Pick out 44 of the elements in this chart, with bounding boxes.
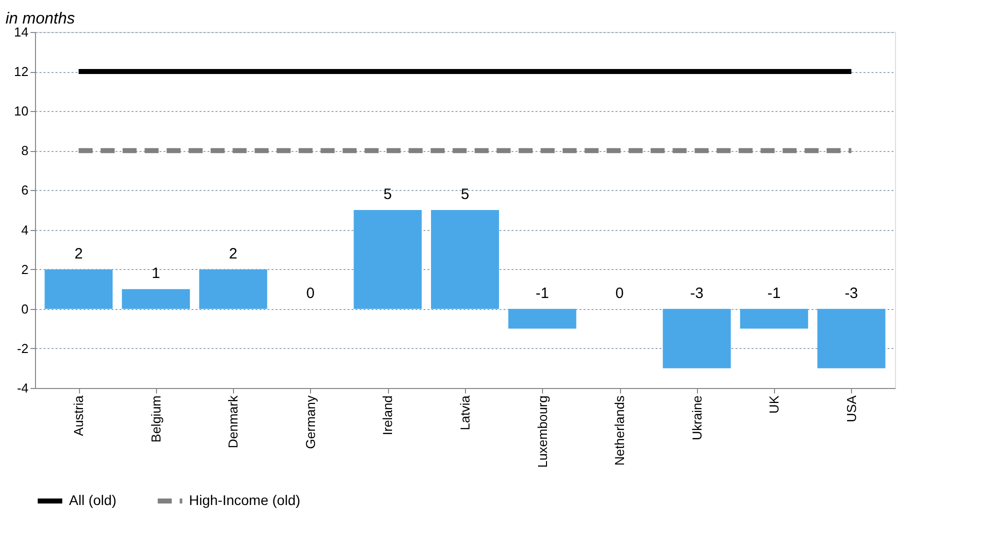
x-tick-label: Austria — [71, 394, 86, 436]
data-label: 0 — [306, 284, 315, 302]
bar — [662, 308, 731, 368]
data-label: 1 — [152, 265, 160, 282]
bar — [199, 269, 268, 309]
y-tick-label: 2 — [21, 262, 28, 277]
data-label: 2 — [229, 245, 238, 262]
data-label: -3 — [844, 284, 858, 302]
x-tick-label: Ireland — [380, 396, 396, 436]
y-axis-title: in months — [6, 10, 75, 28]
bar — [817, 308, 886, 368]
legend-label: High-Income (old) — [189, 492, 300, 508]
y-tick-label: -4 — [16, 380, 28, 396]
bar — [508, 308, 576, 329]
bar — [44, 269, 113, 309]
x-tick-label: Belgium — [148, 396, 164, 442]
y-tick-label: 6 — [21, 182, 28, 198]
y-tick-label: 8 — [21, 143, 28, 158]
x-tick-label: Netherlands — [612, 395, 628, 466]
data-label: -1 — [767, 284, 781, 302]
y-tick-label: -2 — [16, 340, 28, 356]
bar — [354, 210, 422, 309]
y-tick-label: 4 — [21, 222, 28, 238]
data-label: 5 — [460, 186, 470, 203]
bar — [122, 289, 190, 309]
x-tick-label: Latvia — [458, 394, 472, 430]
x-tick-label: Ukraine — [689, 396, 704, 440]
x-tick-label: Denmark — [226, 395, 241, 448]
x-tick-label: USA — [844, 395, 859, 422]
x-tick-label: Germany — [302, 395, 318, 449]
data-label: 2 — [74, 245, 83, 262]
x-tick-label: UK — [766, 395, 782, 414]
data-label: 5 — [384, 186, 392, 203]
y-tick-label: 12 — [14, 64, 28, 80]
bar — [740, 308, 808, 329]
legend-label: All (old) — [69, 492, 116, 508]
x-tick-label: Luxembourg — [534, 396, 550, 468]
y-tick-label: 14 — [14, 24, 28, 40]
data-label: 0 — [615, 284, 624, 302]
y-tick-label: 0 — [21, 301, 28, 316]
bar — [431, 210, 499, 309]
y-tick-label: 10 — [14, 104, 28, 119]
data-label: -3 — [690, 284, 704, 302]
data-label: -1 — [536, 284, 549, 302]
